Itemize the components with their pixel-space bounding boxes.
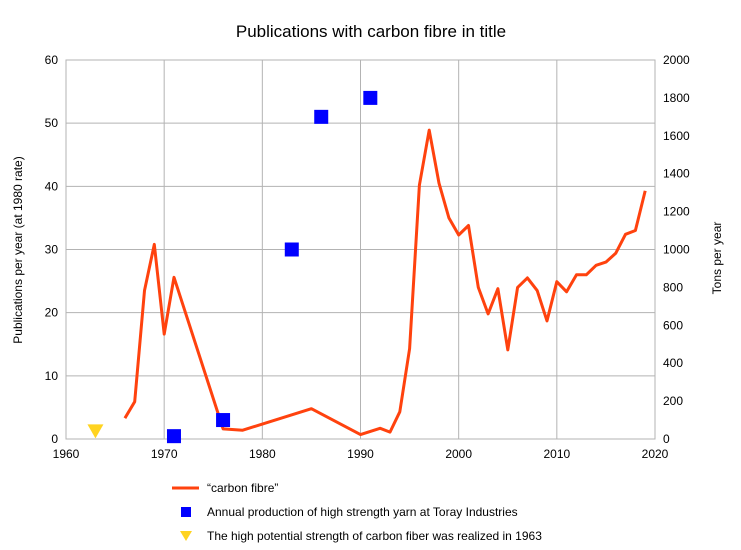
x-tick-label: 1980 [249, 447, 276, 461]
toray-production-point [363, 90, 378, 105]
y2-tick-label: 1400 [663, 167, 690, 181]
legend-label: Annual production of high strength yarn … [207, 505, 518, 519]
series-line-carbon-fibre [123, 128, 647, 437]
y-tick-label: 60 [45, 53, 59, 67]
legend-swatch-square [181, 507, 191, 517]
series-1 [166, 90, 378, 444]
x-tick-label: 2020 [642, 447, 669, 461]
legend-label: The high potential strength of carbon fi… [207, 529, 542, 543]
toray-production-point [314, 109, 329, 124]
y2-tick-label: 600 [663, 318, 683, 332]
chart-title: Publications with carbon fibre in title [236, 22, 506, 41]
series-layer [87, 90, 647, 444]
legend-swatch-triangle [180, 531, 192, 541]
y2-axis-label: Tons per year [710, 222, 724, 295]
x-tick-label: 1960 [53, 447, 80, 461]
y2-tick-label: 400 [663, 356, 683, 370]
legend: “carbon fibre” Annual production of high … [172, 481, 542, 543]
x-tick-label: 1970 [151, 447, 178, 461]
legend-item: The high potential strength of carbon fi… [180, 529, 542, 543]
toray-production-point [166, 429, 181, 444]
x-tick-label: 2000 [445, 447, 472, 461]
toray-production-point [284, 242, 299, 257]
y-tick-label: 10 [45, 369, 59, 383]
y2-tick-label: 200 [663, 394, 683, 408]
y-tick-label: 20 [45, 306, 59, 320]
legend-item: “carbon fibre” [172, 481, 278, 495]
toray-production-point [216, 413, 231, 428]
y2-tick-label: 0 [663, 432, 670, 446]
milestone-1963-point [87, 424, 104, 439]
y2-tick-label: 800 [663, 280, 683, 294]
series-2 [87, 424, 104, 439]
y-tick-label: 0 [51, 432, 58, 446]
y2-tick-label: 1200 [663, 205, 690, 219]
y-tick-label: 40 [45, 179, 59, 193]
y2-tick-label: 1600 [663, 129, 690, 143]
y-tick-label: 30 [45, 243, 59, 257]
y2-tick-label: 1000 [663, 243, 690, 257]
y2-tick-label: 2000 [663, 53, 690, 67]
x-tick-label: 2010 [543, 447, 570, 461]
y-tick-label: 50 [45, 116, 59, 130]
legend-label: “carbon fibre” [207, 481, 278, 495]
plot-area-border [65, 59, 656, 440]
series-0 [123, 128, 647, 437]
y-axis-label: Publications per year (at 1980 rate) [11, 156, 25, 343]
y2-tick-label: 1800 [663, 91, 690, 105]
x-tick-label: 1990 [347, 447, 374, 461]
legend-item: Annual production of high strength yarn … [181, 505, 518, 519]
